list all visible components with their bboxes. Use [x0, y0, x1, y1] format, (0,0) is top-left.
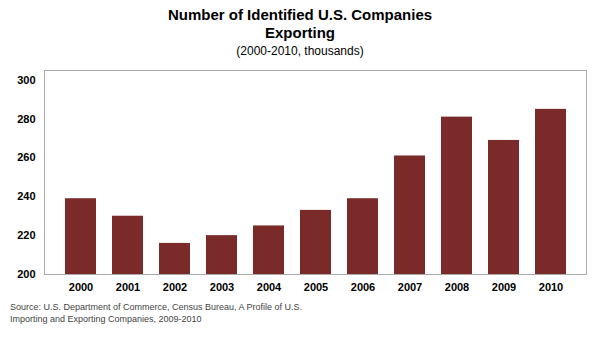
html-text:Source: U.S. Department of Com: Source: U.S. Department of Commerce, Cen… [10, 302, 303, 324]
html-text:Number of Identified U.S. Comp: Number of Identified U.S. Companies Expo… [167, 6, 433, 41]
svg-text:300: 300 [17, 74, 35, 86]
html-text:(2000-2010, thousands): (2000-2010, thousands) [236, 44, 364, 58]
svg-text:260: 260 [17, 152, 35, 164]
svg-text:2009: 2009 [492, 282, 516, 294]
svg-text:2000: 2000 [69, 282, 93, 294]
svg-text:2005: 2005 [304, 282, 328, 294]
svg-text:2002: 2002 [163, 282, 187, 294]
svg-text:220: 220 [17, 230, 35, 242]
svg-text:2003: 2003 [210, 282, 234, 294]
svg-text:2008: 2008 [445, 282, 469, 294]
svg-text:2001: 2001 [116, 282, 140, 294]
svg-text:2007: 2007 [398, 282, 422, 294]
svg-text:280: 280 [17, 113, 35, 125]
svg-text:2006: 2006 [351, 282, 375, 294]
svg-text:2010: 2010 [539, 282, 563, 294]
svg-text:200: 200 [17, 268, 35, 280]
svg-text:240: 240 [17, 191, 35, 203]
svg-text:2004: 2004 [257, 282, 282, 294]
